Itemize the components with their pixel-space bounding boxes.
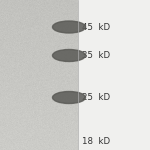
Text: 18  kD: 18 kD [82, 136, 111, 146]
Ellipse shape [52, 50, 86, 61]
Text: 45  kD: 45 kD [82, 22, 111, 32]
Text: 25  kD: 25 kD [82, 93, 111, 102]
Ellipse shape [52, 92, 86, 104]
Ellipse shape [52, 21, 86, 33]
Text: 35  kD: 35 kD [82, 51, 111, 60]
